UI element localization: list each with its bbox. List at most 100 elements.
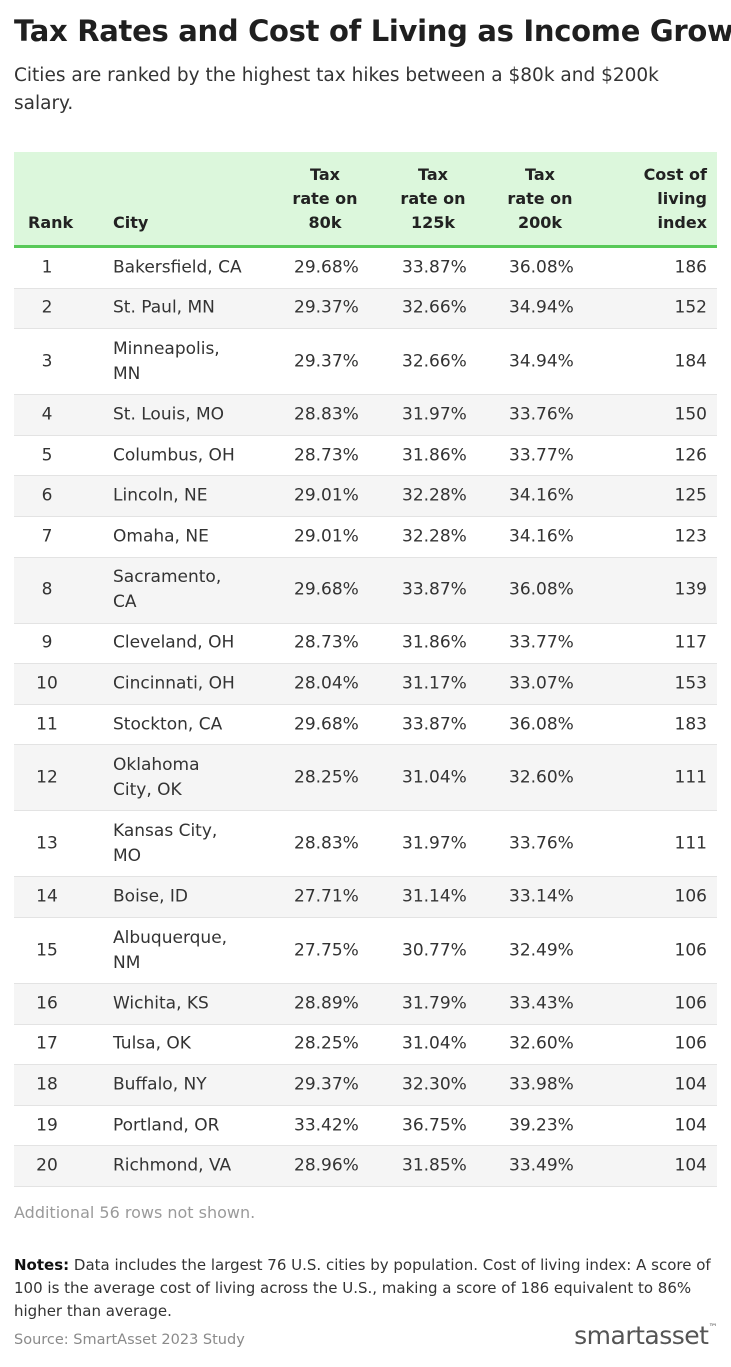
- tax-125k: 31.85%: [402, 1155, 467, 1176]
- logo-text: smartasset: [574, 1321, 709, 1350]
- rank: 20: [36, 1155, 58, 1176]
- tax-80k: 33.42%: [294, 1115, 359, 1136]
- tax-125k: 33.87%: [402, 257, 467, 278]
- tax-80k: 28.83%: [294, 833, 359, 854]
- tax-125k: 31.86%: [402, 445, 467, 466]
- cost-index: 117: [674, 632, 707, 653]
- tax-200k: 34.94%: [509, 351, 574, 372]
- city: Richmond, VA: [113, 1155, 232, 1176]
- city: St. Louis, MO: [113, 404, 225, 425]
- tax-125k: 33.87%: [402, 714, 467, 735]
- notes-text: Data includes the largest 76 U.S. cities…: [14, 1256, 711, 1320]
- logo-mark: ™: [708, 1323, 718, 1333]
- table-row: 17 Tulsa, OK 28.25% 31.04% 32.60% 106: [14, 1025, 717, 1066]
- tax-125k: 31.04%: [402, 1033, 467, 1054]
- city: Columbus, OH: [113, 445, 235, 466]
- tax-125k: 31.79%: [402, 993, 467, 1014]
- tax-80k: 28.83%: [294, 404, 359, 425]
- tax-125k: 32.28%: [402, 485, 467, 506]
- rank: 12: [36, 767, 58, 788]
- cost-index: 111: [674, 833, 707, 854]
- city: Portland, OR: [113, 1115, 220, 1136]
- table-row: 10 Cincinnati, OH 28.04% 31.17% 33.07% 153: [14, 664, 717, 705]
- tax-125k: 32.66%: [402, 297, 467, 318]
- cost-index: 104: [674, 1115, 707, 1136]
- tax-200k: 33.76%: [509, 833, 574, 854]
- tax-200k: 36.08%: [509, 714, 574, 735]
- rank: 13: [36, 833, 58, 854]
- tax-80k: 28.73%: [294, 632, 359, 653]
- rank: 3: [41, 351, 53, 372]
- tax-200k: 33.49%: [509, 1155, 574, 1176]
- cost-index: 139: [674, 579, 707, 600]
- tax-80k: 27.71%: [294, 886, 359, 907]
- cost-index: 152: [674, 297, 707, 318]
- tax-125k: 33.87%: [402, 579, 467, 600]
- table-row: 19 Portland, OR 33.42% 36.75% 39.23% 104: [14, 1106, 717, 1147]
- tax-200k: 33.14%: [509, 886, 574, 907]
- city: Bakersfield, CA: [113, 257, 242, 278]
- table-row: 1 Bakersfield, CA 29.68% 33.87% 36.08% 186: [14, 248, 717, 289]
- tax-80k: 27.75%: [294, 940, 359, 960]
- rank: 15: [36, 940, 58, 960]
- city: Sacramento, CA: [113, 567, 222, 613]
- tax-80k: 29.01%: [294, 526, 359, 547]
- table-row: 11 Stockton, CA 29.68% 33.87% 36.08% 183: [14, 705, 717, 746]
- city: Oklahoma City, OK: [113, 754, 200, 800]
- subtitle: Cities are ranked by the highest tax hik…: [14, 65, 659, 114]
- tax-125k: 31.97%: [402, 833, 467, 854]
- rank: 8: [41, 579, 53, 600]
- tax-125k: 30.77%: [402, 940, 467, 960]
- city: Stockton, CA: [113, 714, 223, 735]
- tax-125k: 32.66%: [402, 351, 467, 372]
- tax-125k: 32.30%: [402, 1074, 467, 1095]
- source: Source: SmartAsset 2023 Study: [14, 1332, 245, 1348]
- tax-200k: 39.23%: [509, 1115, 574, 1136]
- tax-80k: 29.01%: [294, 485, 359, 506]
- cost-index: 104: [674, 1074, 707, 1095]
- cost-index: 126: [674, 445, 707, 466]
- tax-200k: 33.43%: [509, 993, 574, 1014]
- column-header: Tax rate on 125k: [400, 165, 466, 232]
- table-row: 8 Sacramento, CA 29.68% 33.87% 36.08% 139: [14, 557, 717, 624]
- tax-200k: 33.76%: [509, 404, 574, 425]
- city: St. Paul, MN: [113, 297, 215, 318]
- city: Buffalo, NY: [113, 1074, 207, 1095]
- tax-200k: 33.77%: [509, 632, 574, 653]
- tax-80k: 29.68%: [294, 714, 359, 735]
- notes: Notes: Data includes the largest 76 U.S.…: [14, 1254, 714, 1323]
- table-row: 2 St. Paul, MN 29.37% 32.66% 34.94% 152: [14, 288, 717, 330]
- cost-index: 123: [674, 526, 707, 547]
- rank: 17: [36, 1033, 58, 1054]
- tax-200k: 32.60%: [509, 767, 574, 788]
- city: Minneapolis, MN: [113, 338, 220, 384]
- city: Kansas City, MO: [113, 820, 218, 866]
- column-header: Tax rate on 80k: [292, 165, 358, 232]
- tax-80k: 29.37%: [294, 297, 359, 318]
- rank: 9: [41, 632, 53, 653]
- rank: 5: [41, 445, 53, 466]
- column-header: City: [113, 213, 149, 232]
- table-row: 5 Columbus, OH 28.73% 31.86% 33.77% 126: [14, 436, 717, 477]
- tax-80k: 28.73%: [294, 445, 359, 466]
- notes-label: Notes:: [14, 1256, 70, 1274]
- tax-80k: 28.25%: [294, 767, 359, 788]
- tax-80k: 29.68%: [294, 257, 359, 278]
- tax-200k: 33.07%: [509, 673, 574, 694]
- table-row: 3 Minneapolis, MN 29.37% 32.66% 34.94% 184: [14, 329, 717, 396]
- table-row: 15 Albuquerque, NM 27.75% 30.77% 32.49% 106: [14, 918, 717, 984]
- city: Cleveland, OH: [113, 632, 235, 653]
- logo: smartasset™: [574, 1321, 717, 1350]
- table-row: 7 Omaha, NE 29.01% 32.28% 34.16% 123: [14, 517, 717, 558]
- column-header: Rank: [28, 213, 74, 232]
- tax-80k: 28.89%: [294, 993, 359, 1014]
- rank: 1: [41, 257, 53, 278]
- cost-index: 106: [674, 940, 707, 960]
- table-row: 13 Kansas City, MO 28.83% 31.97% 33.76% 111: [14, 811, 717, 878]
- city: Cincinnati, OH: [113, 673, 235, 694]
- cost-index: 125: [674, 485, 707, 506]
- city: Tulsa, OK: [113, 1033, 191, 1054]
- rank: 16: [36, 993, 58, 1014]
- table-row: 4 St. Louis, MO 28.83% 31.97% 33.76% 150: [14, 395, 717, 436]
